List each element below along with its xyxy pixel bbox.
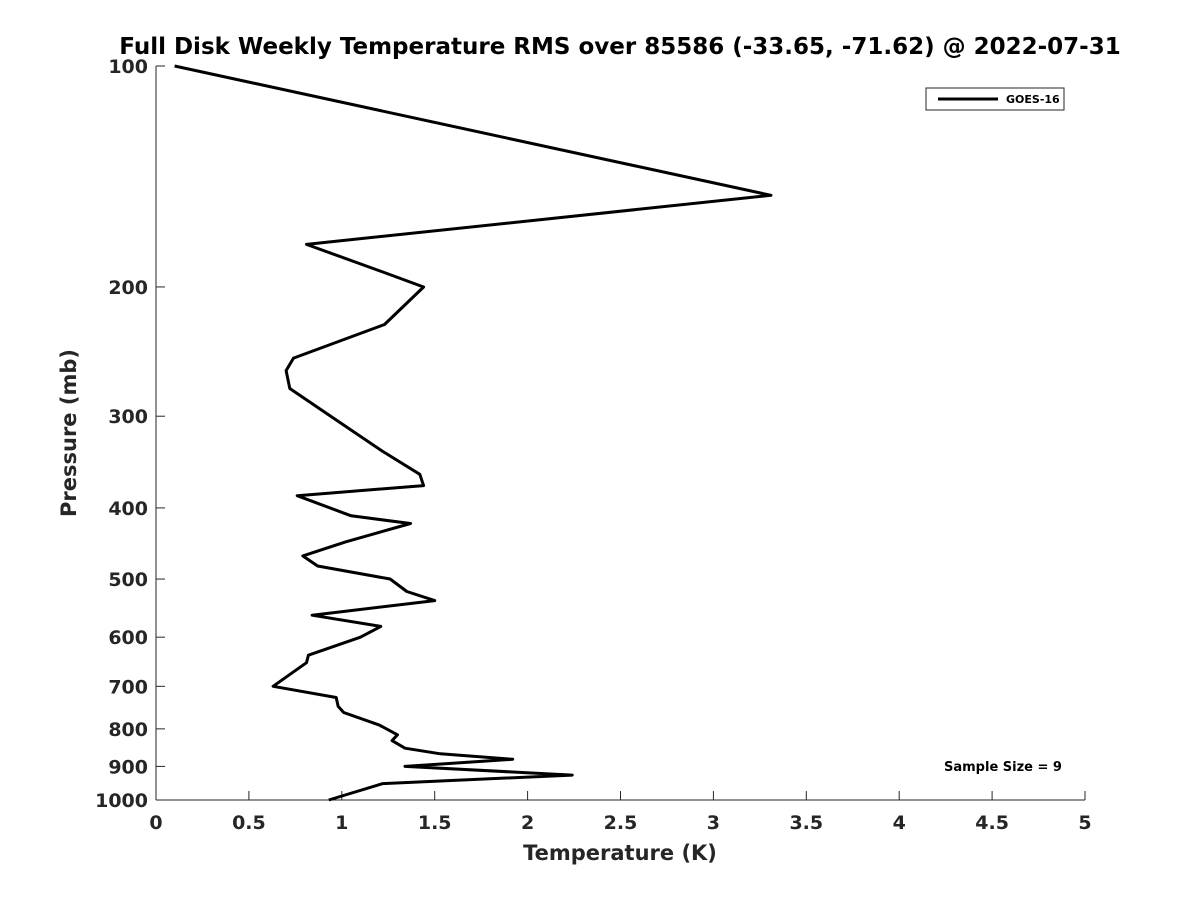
x-tick-label: 2.5 xyxy=(604,812,638,834)
x-axis-ticks: 0 0.5 1 1.5 2 2.5 3 3.5 4 4.5 5 xyxy=(149,791,1092,834)
y-tick-label: 700 xyxy=(108,676,148,698)
sample-size-annotation: Sample Size = 9 xyxy=(944,760,1062,775)
chart-title: Full Disk Weekly Temperature RMS over 85… xyxy=(119,34,1121,60)
x-tick-label: 0 xyxy=(149,812,162,834)
x-axis-label: Temperature (K) xyxy=(523,841,717,865)
y-tick-label: 300 xyxy=(108,406,148,428)
y-tick-label: 600 xyxy=(108,627,148,649)
series-layer xyxy=(174,64,773,802)
legend-label-goes-16: GOES-16 xyxy=(1006,93,1060,106)
x-tick-label: 0.5 xyxy=(232,812,266,834)
series-line-goes-16 xyxy=(174,64,773,802)
y-tick-label: 100 xyxy=(108,56,148,78)
x-tick-label: 2 xyxy=(521,812,534,834)
x-tick-label: 4 xyxy=(893,812,906,834)
x-tick-label: 3.5 xyxy=(789,812,823,834)
legend: GOES-16 xyxy=(925,87,1065,111)
x-tick-label: 4.5 xyxy=(975,812,1009,834)
x-tick-label: 1 xyxy=(335,812,348,834)
y-tick-label: 800 xyxy=(108,719,148,741)
y-tick-label: 500 xyxy=(108,569,148,591)
y-axis-ticks: 100 200 300 400 500 600 700 800 900 1000 xyxy=(95,56,165,812)
x-tick-label: 1.5 xyxy=(418,812,452,834)
y-tick-label: 900 xyxy=(108,756,148,778)
y-axis-label: Pressure (mb) xyxy=(57,349,81,517)
x-tick-label: 3 xyxy=(707,812,720,834)
y-tick-label: 400 xyxy=(108,498,148,520)
x-tick-label: 5 xyxy=(1078,812,1091,834)
y-tick-label: 200 xyxy=(108,277,148,299)
y-tick-label: 1000 xyxy=(95,790,148,812)
